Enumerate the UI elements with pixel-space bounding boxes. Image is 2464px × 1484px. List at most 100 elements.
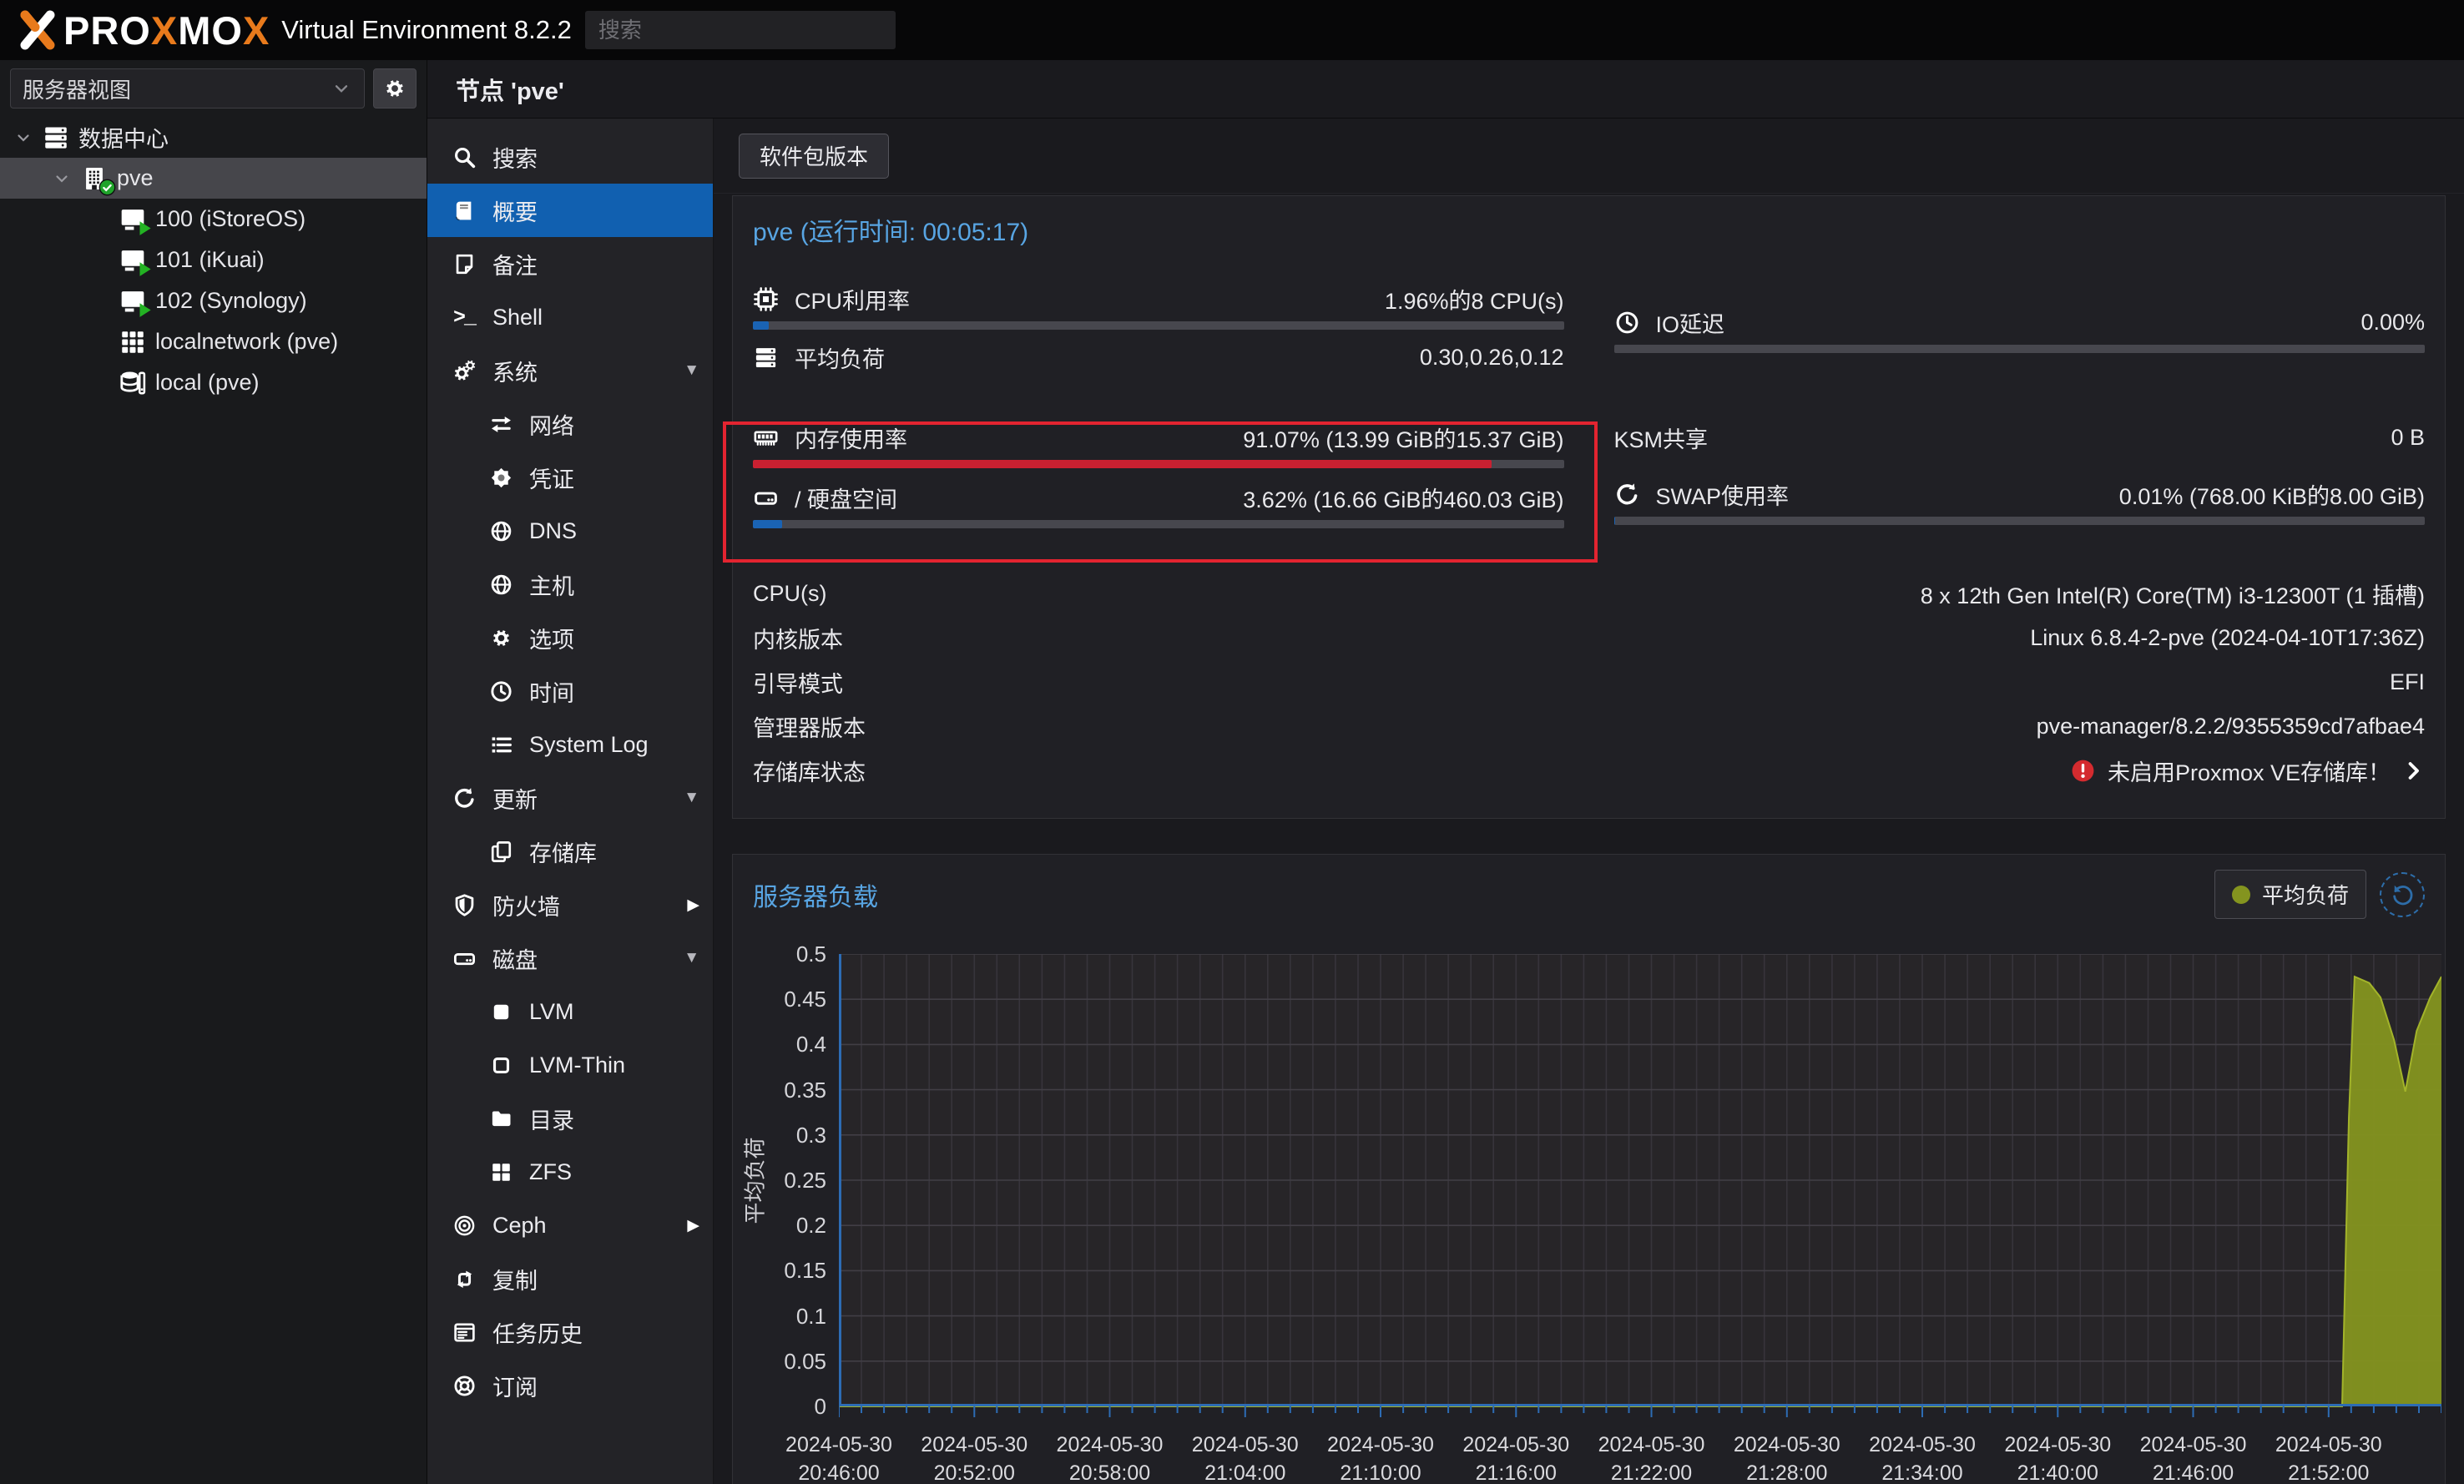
nav-item-17[interactable]: LVM-Thin <box>427 1038 713 1092</box>
resource-tree: 数据中心 pve 100 (iStoreOS) 101 (iKuai) 102 … <box>0 117 427 403</box>
y-tick-label: 0.3 <box>795 1122 826 1148</box>
nav-item-13[interactable]: 存储库 <box>427 825 713 878</box>
package-versions-button[interactable]: 软件包版本 <box>739 133 890 179</box>
square-outline-icon <box>486 1052 516 1078</box>
info-row-0: CPU(s) 8 x 12th Gen Intel(R) Core(TM) i3… <box>753 581 2425 608</box>
tree-item-3[interactable]: 101 (iKuai) <box>0 240 427 280</box>
page-title: 节点 'pve' <box>456 78 564 105</box>
x-tick-label: 2024-05-30 21:40:00 <box>2004 1433 2112 1484</box>
x-axis-ticks: 2024-05-30 20:46:00 2024-05-30 20:52:00 2024… <box>785 1431 2441 1484</box>
nav-item-7[interactable]: DNS <box>427 504 713 558</box>
x-tick-label: 2024-05-30 21:22:00 <box>1598 1433 1705 1484</box>
nav-item-11[interactable]: System Log <box>427 718 713 771</box>
global-search-input[interactable] <box>584 11 896 49</box>
nav-item-6[interactable]: 凭证 <box>427 451 713 504</box>
x-tick-label: 2024-05-30 21:16:00 <box>1462 1433 1570 1484</box>
progress-bar <box>753 321 1564 330</box>
y-tick-label: 0.25 <box>784 1168 826 1193</box>
caret-down-icon[interactable] <box>52 169 72 189</box>
nav-item-12[interactable]: 更新 ▼ <box>427 771 713 825</box>
y-tick-label: 0.35 <box>784 1077 826 1103</box>
nav-item-5[interactable]: 网络 <box>427 397 713 451</box>
search-icon <box>449 144 479 170</box>
chevron-right-icon[interactable]: ▶ <box>687 1216 699 1234</box>
progress-bar <box>753 460 1564 468</box>
ceph-icon <box>449 1212 479 1239</box>
status-gauges: CPU利用率 1.96%的8 CPU(s) 平均负荷 0.30,0.26,0.1… <box>753 263 2425 537</box>
shield-icon <box>449 891 479 918</box>
nav-item-10[interactable]: 时间 <box>427 664 713 718</box>
nav-item-2[interactable]: 备注 <box>427 237 713 290</box>
vm-icon <box>119 287 147 315</box>
y-tick-label: 0.2 <box>795 1213 826 1239</box>
node-nav-menu: 搜索 概要 备注 >_ Shell 系统 ▼ 网络 凭证 DNS 主机 选项 时… <box>427 119 714 1484</box>
uptime-title: pve (运行时间: 00:05:17) <box>753 219 1029 246</box>
stat-left-1: 平均负荷 0.30,0.26,0.12 <box>753 338 1564 376</box>
x-tick-label: 2024-05-30 21:10:00 <box>1327 1433 1434 1484</box>
caret-down-icon[interactable] <box>13 128 33 148</box>
nav-item-4[interactable]: 系统 ▼ <box>427 344 713 397</box>
repos-icon <box>486 838 516 865</box>
node-status-panel: pve (运行时间: 00:05:17) CPU利用率 1.96%的8 CPU(… <box>732 195 2446 819</box>
chart-title: 服务器负载 <box>753 883 878 911</box>
undo-zoom-button[interactable] <box>2380 871 2425 917</box>
tree-item-6[interactable]: local (pve) <box>0 362 427 403</box>
load-chart-plot[interactable] <box>839 954 2441 1418</box>
tree-item-4[interactable]: 102 (Synology) <box>0 280 427 321</box>
x-tick-label: 2024-05-30 20:52:00 <box>921 1433 1028 1484</box>
status-running-icon <box>137 301 154 319</box>
globe-icon <box>486 571 516 598</box>
version-subtitle: Virtual Environment 8.2.2 <box>281 15 572 44</box>
refresh-icon <box>449 785 479 811</box>
node-toolbar: 软件包版本 <box>714 119 2464 194</box>
nav-item-0[interactable]: 搜索 <box>427 130 713 184</box>
chevron-right-icon[interactable]: ▶ <box>687 896 699 914</box>
clock-icon <box>1614 309 1646 336</box>
square-icon <box>486 998 516 1025</box>
network-icon <box>119 328 147 356</box>
chevron-down-icon[interactable]: ▼ <box>684 361 699 379</box>
nav-item-1[interactable]: 概要 <box>427 184 713 237</box>
nav-item-19[interactable]: ZFS <box>427 1145 713 1199</box>
tree-item-1[interactable]: pve <box>0 158 427 199</box>
tree-item-0[interactable]: 数据中心 <box>0 117 427 158</box>
datacenter-icon <box>42 124 70 152</box>
nav-item-16[interactable]: LVM <box>427 985 713 1038</box>
proxmox-logo-icon <box>13 7 60 53</box>
x-tick-label: 2024-05-30 21:46:00 <box>2139 1433 2247 1484</box>
server-load-panel: 服务器负载 平均负荷 平均负荷 0.5 0.45 0.4 0.35 0.3 0.25 0.2… <box>732 854 2446 1484</box>
nav-item-14[interactable]: 防火墙 ▶ <box>427 878 713 931</box>
view-selector-dropdown[interactable]: 服务器视图 <box>10 68 365 109</box>
gauges-right-column: IO延迟 0.00% KSM共享 0 B SWAP使用率 0.01% (768.… <box>1613 280 2425 537</box>
refresh-icon <box>1614 481 1646 507</box>
memory-icon <box>753 424 785 451</box>
chevron-down-icon[interactable]: ▼ <box>684 949 699 967</box>
chevron-right-icon[interactable] <box>2402 760 2425 782</box>
content-area: 软件包版本 pve (运行时间: 00:05:17) CPU利用率 1.96%的… <box>714 119 2464 1484</box>
nav-item-9[interactable]: 选项 <box>427 611 713 664</box>
node-title-bar: 节点 'pve' <box>427 60 2464 119</box>
hdd-icon <box>449 945 479 972</box>
legend-average-load[interactable]: 平均负荷 <box>2214 870 2366 919</box>
chevron-down-icon[interactable]: ▼ <box>684 789 699 806</box>
nav-item-3[interactable]: >_ Shell <box>427 290 713 344</box>
book-icon <box>449 197 479 224</box>
clock-icon <box>486 678 516 704</box>
servers-icon <box>753 344 785 371</box>
nav-item-22[interactable]: 任务历史 <box>427 1305 713 1359</box>
nav-item-8[interactable]: 主机 <box>427 558 713 611</box>
nav-item-23[interactable]: 订阅 <box>427 1359 713 1412</box>
tree-settings-button[interactable] <box>373 68 417 109</box>
nav-item-15[interactable]: 磁盘 ▼ <box>427 931 713 985</box>
nav-item-18[interactable]: 目录 <box>427 1092 713 1145</box>
tree-item-2[interactable]: 100 (iStoreOS) <box>0 199 427 240</box>
nav-item-21[interactable]: 复制 <box>427 1252 713 1305</box>
status-running-icon <box>137 260 154 278</box>
x-tick-label: 2024-05-30 20:58:00 <box>1056 1433 1164 1484</box>
nav-item-20[interactable]: Ceph ▶ <box>427 1199 713 1252</box>
tree-item-5[interactable]: localnetwork (pve) <box>0 321 427 362</box>
info-row-2: 引导模式 EFI <box>753 669 2425 697</box>
lifering-icon <box>449 1372 479 1399</box>
node-info-table: CPU(s) 8 x 12th Gen Intel(R) Core(TM) i3… <box>753 572 2425 793</box>
